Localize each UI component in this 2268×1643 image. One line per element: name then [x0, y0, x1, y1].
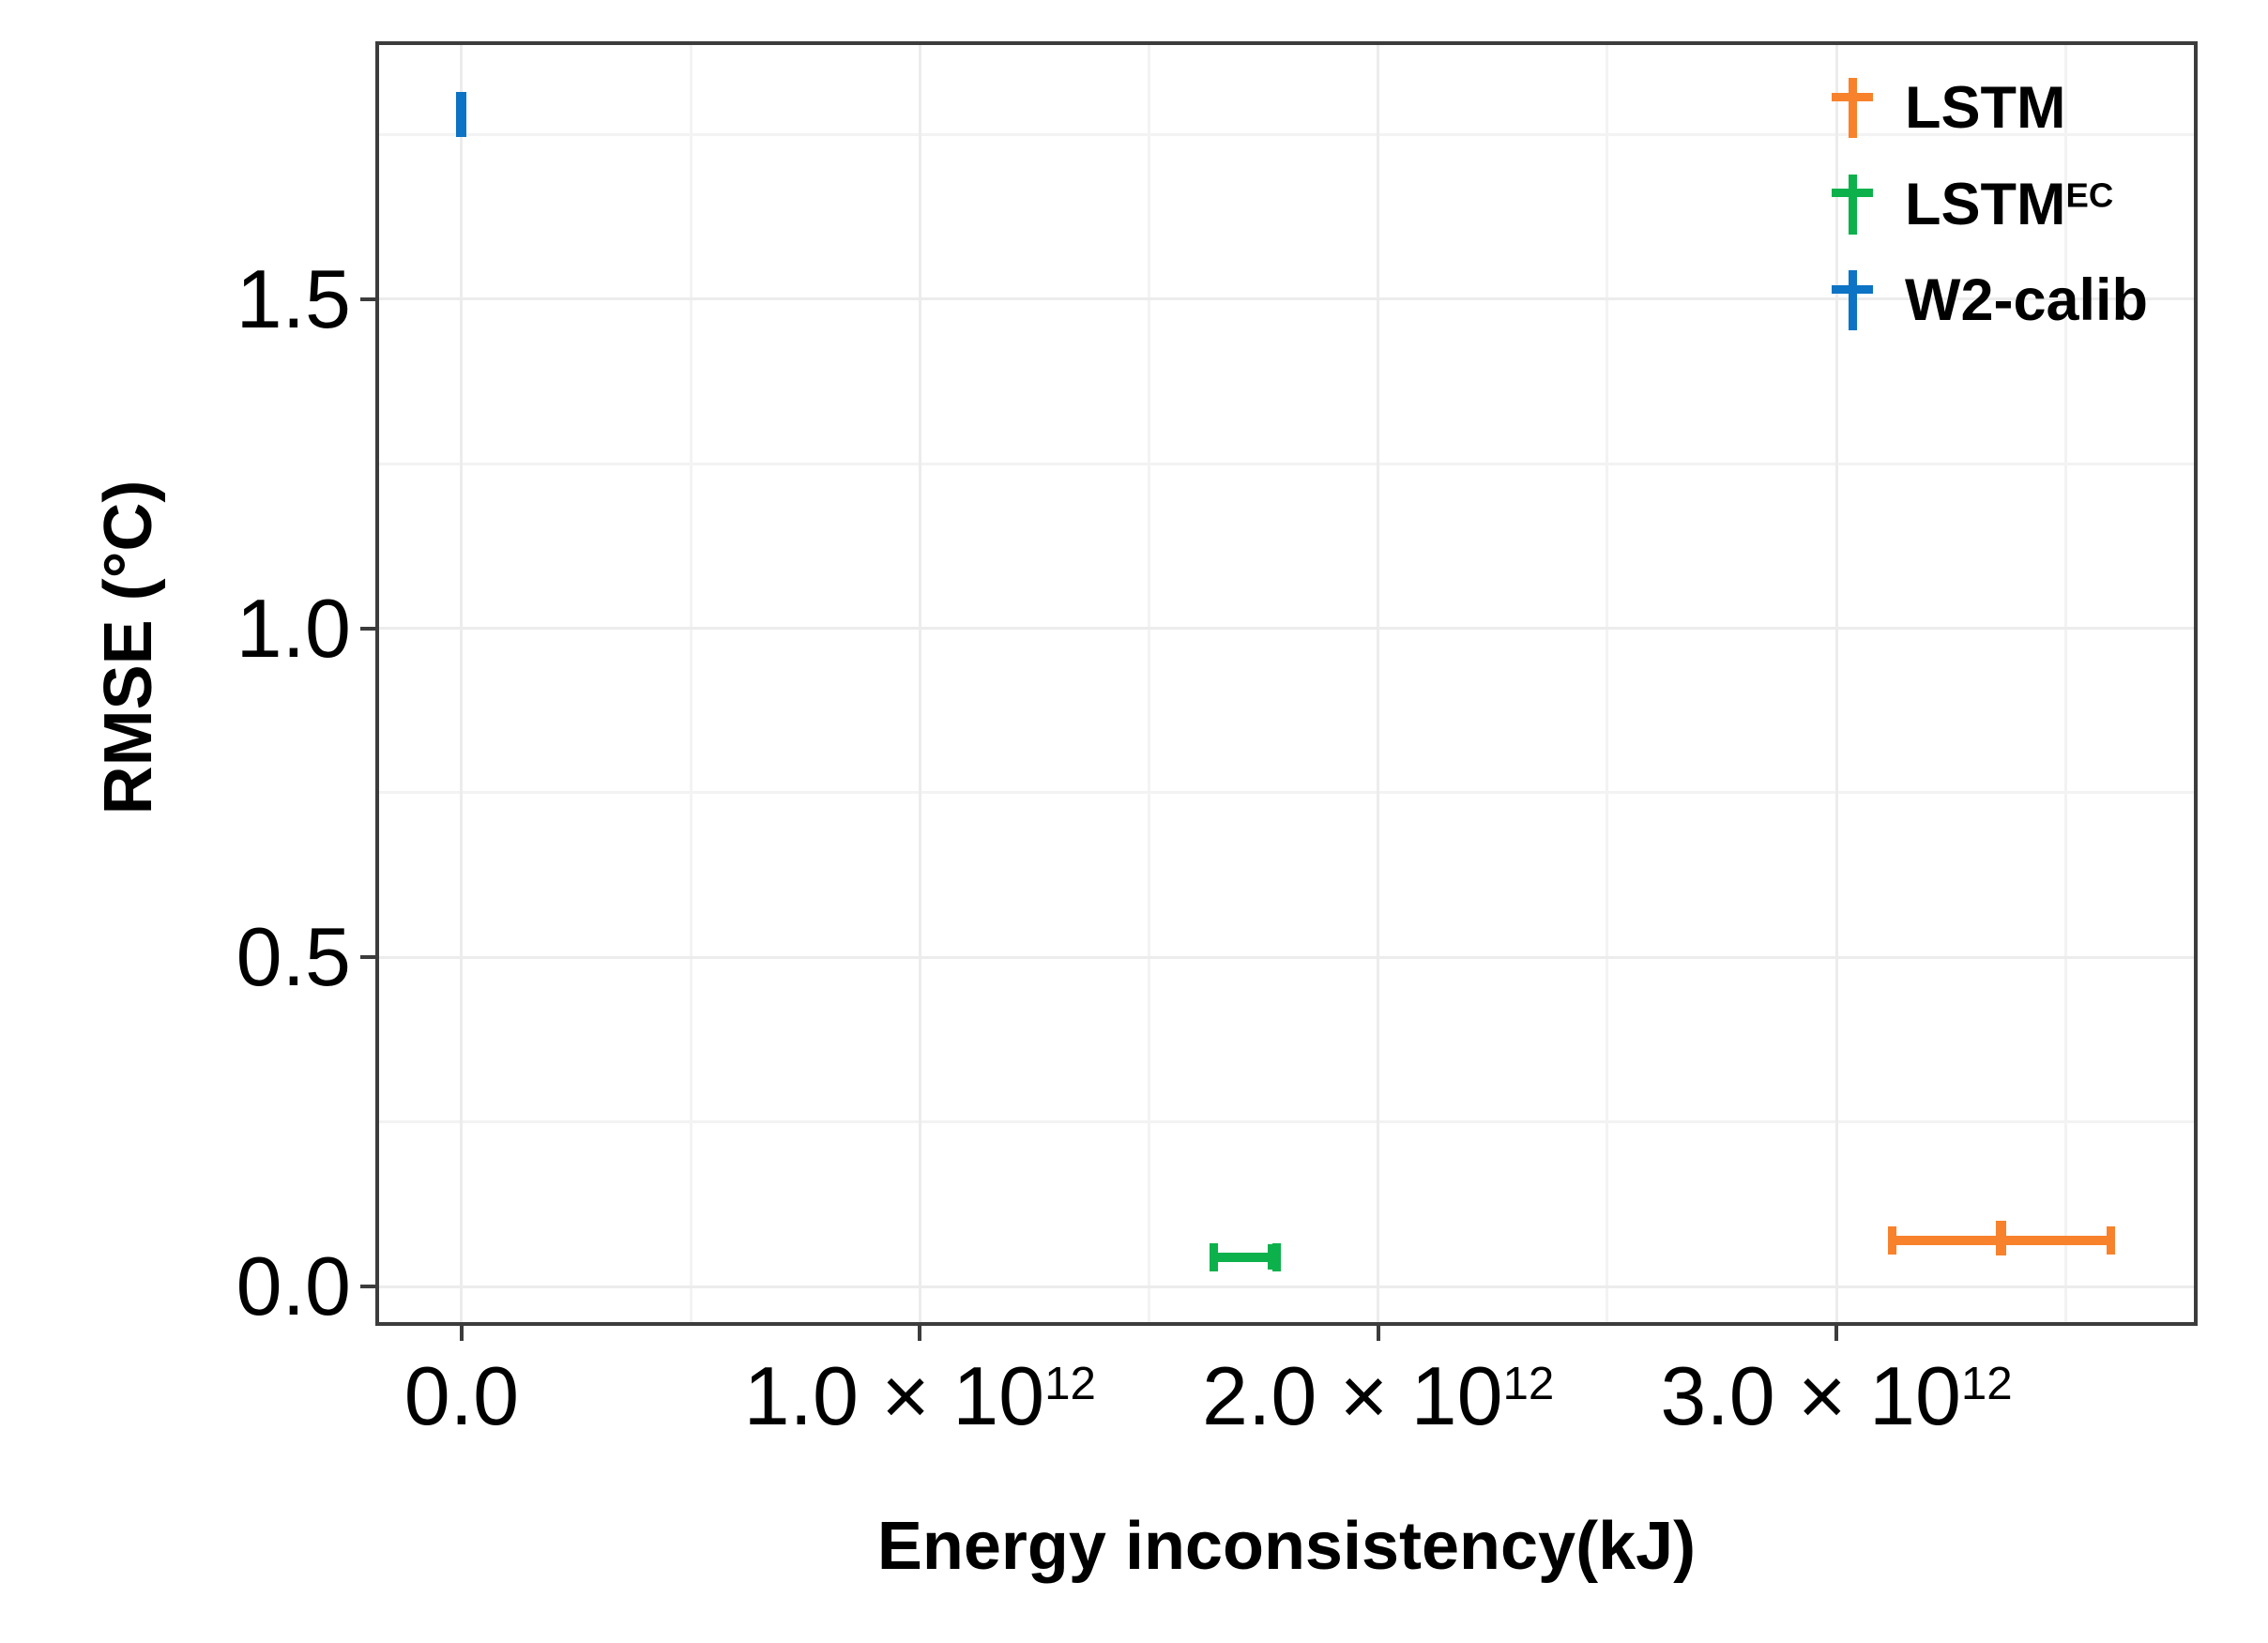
legend-label-lstm: LSTM [1905, 75, 2066, 141]
legend-key-cross-icon-lstmec [1848, 174, 1857, 235]
plot-area: LSTM LSTMEC W2-calib [375, 41, 2198, 1326]
gridline-vertical-major [1377, 45, 1380, 1322]
gridline-horizontal-major [379, 1285, 2194, 1288]
x-axis-tick-label: 3.0 × 1012 [1660, 1349, 2013, 1442]
y-axis-tick [360, 626, 375, 631]
gridline-vertical-minor [1147, 45, 1150, 1322]
y-axis-tick-label: 0.0 [236, 1240, 351, 1333]
x-axis-tick-label: 1.0 × 1012 [743, 1349, 1096, 1442]
legend-key-cross-icon-w2-calib [1832, 284, 1873, 294]
y-axis-tick-label: 1.0 [236, 581, 351, 675]
x-axis-tick [1834, 1326, 1839, 1341]
gridline-horizontal-minor [379, 1120, 2194, 1124]
y-axis-tick [360, 297, 375, 301]
x-axis-tick-label: 2.0 × 1012 [1202, 1349, 1555, 1442]
gridline-horizontal-minor [379, 791, 2194, 795]
legend-key-cross-icon-lstmec [1832, 189, 1873, 197]
x-axis-tick [1376, 1326, 1380, 1341]
x-axis-tick-label: 0.0 [403, 1349, 520, 1442]
x-axis-tick-exponent: 12 [1960, 1357, 2013, 1409]
x-axis-tick [918, 1326, 922, 1341]
legend-key-cross-icon-lstm [1848, 78, 1857, 138]
x-axis-tick-exponent: 12 [1044, 1357, 1096, 1409]
legend-label-w2-calib: W2-calib [1905, 267, 2149, 333]
lstmec-point-y-errorbar [1267, 1244, 1278, 1270]
gridline-vertical-minor [689, 45, 693, 1322]
y-axis-tick [360, 955, 375, 960]
x-axis-tick [459, 1326, 464, 1341]
gridline-vertical-major [918, 45, 921, 1322]
gridline-horizontal-major [379, 297, 2194, 301]
legend-key-cross-icon-lstm [1832, 92, 1873, 101]
gridline-horizontal-major [379, 955, 2194, 959]
lstmec-x-errorbar [1212, 1252, 1278, 1262]
x-axis-tick-exponent: 12 [1502, 1357, 1555, 1409]
y-axis-tick-label: 0.5 [236, 910, 351, 1004]
lstm-x-errorbar-cap-left [1887, 1226, 1896, 1255]
gridline-vertical-minor [1606, 45, 1609, 1322]
lstmec-x-errorbar-cap-left [1209, 1242, 1218, 1271]
gridline-horizontal-major [379, 627, 2194, 631]
gridline-vertical-major [460, 45, 464, 1322]
lstm-point-y-errorbar [1996, 1220, 2007, 1256]
legend-label-superscript: EC [2065, 175, 2114, 215]
legend-key-cross-icon-w2-calib [1848, 270, 1857, 330]
gridline-horizontal-minor [379, 462, 2194, 465]
legend-label-lstmec: LSTMEC [1905, 171, 2114, 237]
gridline-horizontal-minor [379, 132, 2194, 136]
lstm-x-errorbar-cap-right [2107, 1226, 2116, 1255]
gridline-vertical-major [1834, 45, 1838, 1322]
w2-calib-point-y-errorbar [456, 91, 467, 137]
y-axis-tick [360, 1285, 375, 1289]
x-axis-title: Energy inconsistency(kJ) [876, 1509, 1697, 1584]
gridline-vertical-minor [2063, 45, 2067, 1322]
y-axis-tick-label: 1.5 [236, 251, 351, 345]
